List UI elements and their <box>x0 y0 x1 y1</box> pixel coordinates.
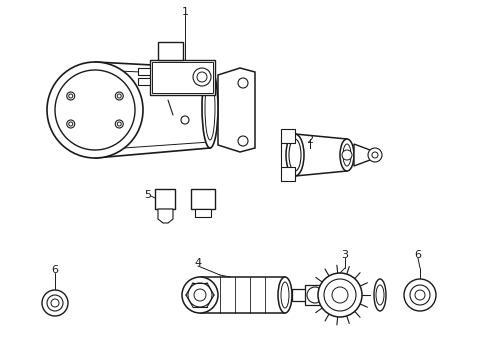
Circle shape <box>47 62 143 158</box>
Circle shape <box>193 68 211 86</box>
Circle shape <box>51 299 59 307</box>
Ellipse shape <box>374 279 386 311</box>
Circle shape <box>55 70 135 150</box>
Circle shape <box>372 152 378 158</box>
Circle shape <box>238 136 248 146</box>
Circle shape <box>197 72 207 82</box>
Text: 5: 5 <box>145 190 151 200</box>
Circle shape <box>415 290 425 300</box>
Ellipse shape <box>278 277 292 313</box>
Bar <box>138 78 150 85</box>
Circle shape <box>342 150 352 160</box>
Ellipse shape <box>376 285 384 305</box>
Bar <box>195 209 211 217</box>
Polygon shape <box>354 144 370 166</box>
Circle shape <box>115 92 123 100</box>
Bar <box>281 167 295 181</box>
Circle shape <box>410 285 430 305</box>
Circle shape <box>238 78 248 88</box>
Ellipse shape <box>281 282 289 308</box>
Ellipse shape <box>286 134 304 176</box>
Circle shape <box>67 120 75 128</box>
Circle shape <box>90 105 100 115</box>
Polygon shape <box>218 68 255 152</box>
Ellipse shape <box>202 68 218 148</box>
Circle shape <box>69 94 73 98</box>
Circle shape <box>368 148 382 162</box>
Ellipse shape <box>289 139 301 171</box>
Text: 6: 6 <box>51 265 58 275</box>
Circle shape <box>404 279 436 311</box>
Circle shape <box>307 287 323 303</box>
Text: 1: 1 <box>181 7 189 17</box>
Bar <box>312 291 322 299</box>
Text: 3: 3 <box>342 250 348 260</box>
Bar <box>158 42 183 60</box>
Circle shape <box>182 277 218 313</box>
Circle shape <box>332 287 348 303</box>
Circle shape <box>188 283 212 307</box>
Text: 6: 6 <box>415 250 421 260</box>
Circle shape <box>318 291 326 299</box>
Text: 4: 4 <box>195 258 201 268</box>
Bar <box>292 289 312 301</box>
Circle shape <box>318 273 362 317</box>
Bar <box>305 285 325 305</box>
Circle shape <box>69 122 73 126</box>
Circle shape <box>47 295 63 311</box>
Bar <box>152 62 213 93</box>
Circle shape <box>67 92 75 100</box>
Circle shape <box>117 94 121 98</box>
Text: 2: 2 <box>306 135 314 145</box>
Bar <box>155 189 175 209</box>
Circle shape <box>324 279 356 311</box>
Ellipse shape <box>205 76 215 140</box>
Bar <box>191 189 215 209</box>
Circle shape <box>117 122 121 126</box>
Bar <box>150 60 215 95</box>
Bar <box>281 129 295 143</box>
Ellipse shape <box>343 144 351 166</box>
Ellipse shape <box>340 139 354 171</box>
Polygon shape <box>158 209 173 223</box>
Circle shape <box>42 290 68 316</box>
Bar <box>138 68 150 75</box>
Circle shape <box>194 289 206 301</box>
Circle shape <box>115 120 123 128</box>
